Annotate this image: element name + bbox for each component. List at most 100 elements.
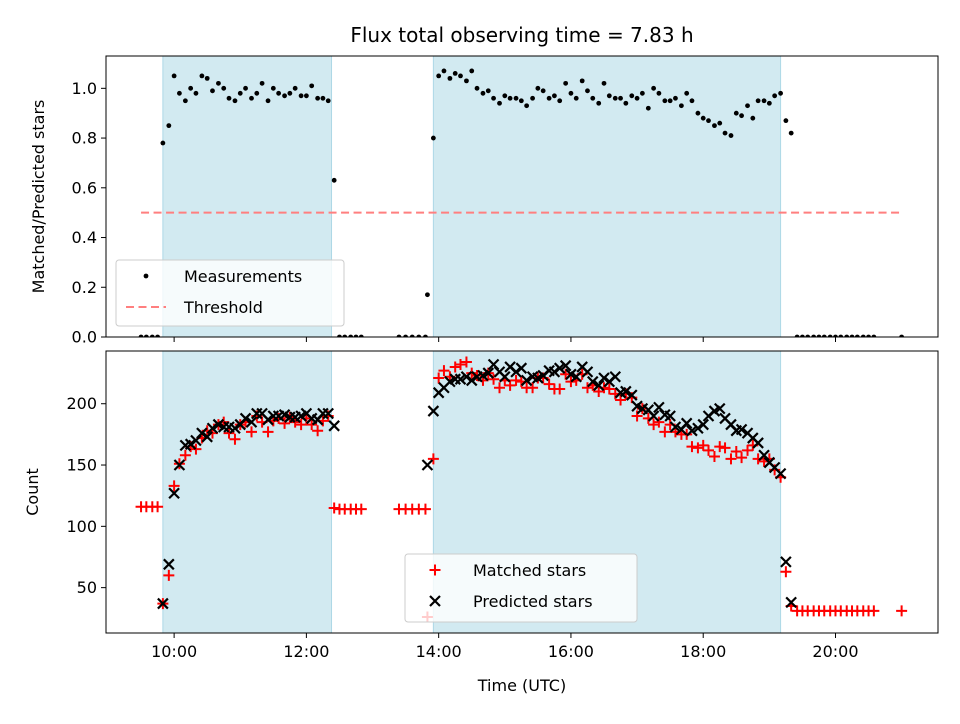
data-point [752,437,764,449]
plot-area [138,56,905,337]
data-point [342,334,348,337]
data-point [143,334,149,337]
panel-matched-predicted-ratio: 0.0 0.2 0.4 0.6 0.8 1.0 Matched/Predicted star… [29,55,939,347]
data-point [239,412,252,425]
data-point [703,444,715,456]
data-point [163,569,175,581]
data-point [730,446,742,458]
data-point [712,123,717,129]
data-point [692,422,704,435]
data-point [325,98,331,104]
data-point [816,334,822,337]
data-point [697,439,709,451]
data-point [612,95,618,101]
data-point [491,95,496,101]
data-point [689,98,695,104]
data-point [295,419,307,431]
x-tick-label: 14:00 [416,642,462,661]
data-point [761,98,767,104]
data-point [152,501,164,513]
data-point [678,103,684,109]
data-point [416,334,422,337]
data-point [447,75,453,81]
data-point [639,90,645,96]
y-axis-label: Count [23,468,42,516]
data-point [204,75,210,81]
data-point [871,334,877,337]
data-point [504,379,516,391]
data-point [695,110,701,116]
data-point [513,95,519,101]
data-point [480,90,486,96]
data-point [560,368,572,380]
data-point [559,359,572,372]
y-tick-label: 50 [77,578,97,597]
y-tick-label: 150 [66,456,97,475]
data-point [700,115,706,121]
data-point [494,382,506,394]
data-point [298,93,304,99]
data-point [838,334,844,337]
data-point [259,80,265,86]
data-point [265,98,271,104]
data-point [543,378,555,390]
legend-entry: Measurements [184,267,302,286]
data-point [833,334,838,337]
data-point [157,597,169,610]
data-point [686,424,698,437]
data-point [581,382,593,394]
data-point [201,431,213,443]
chart-title: Flux total observing time = 7.83 h [350,23,693,47]
data-point [163,558,175,571]
data-point [328,420,340,432]
data-point [579,78,585,84]
data-point [794,334,800,337]
data-point [563,80,569,86]
data-point [722,130,728,136]
data-point [190,443,202,455]
data-point [507,95,513,101]
data-point [821,334,827,337]
data-point [155,334,160,337]
data-point [358,334,364,337]
data-point [173,459,186,471]
data-point [499,370,511,383]
data-point [423,334,428,337]
x-axis-label: Time (UTC) [477,676,566,695]
data-point [854,334,860,337]
data-point [686,441,698,453]
data-point [221,85,227,91]
data-point [427,405,440,417]
legend-marker [429,564,441,576]
data-point [758,449,770,461]
data-point [355,503,367,515]
y-tick-label: 1.0 [72,79,97,98]
data-point [681,428,693,440]
data-point [647,410,660,422]
y-tick-label: 0.4 [72,228,97,247]
legend-marker [143,273,149,279]
data-point [573,95,579,101]
data-point [196,427,208,439]
data-point [322,407,334,420]
data-point [226,95,232,101]
data-point [750,115,756,121]
axes-frame [105,350,939,634]
data-point [811,334,817,337]
data-point [320,95,326,101]
data-point [245,416,258,428]
data-point [177,90,182,96]
data-point [866,334,871,337]
data-point [615,394,627,406]
data-point [653,416,665,428]
data-point [717,120,723,126]
y-tick-label: 0.8 [72,129,97,148]
data-point [199,73,205,79]
data-point [292,85,298,91]
data-point [223,427,235,439]
data-point [565,376,577,388]
y-tick-label: 0.0 [72,328,97,347]
data-point [229,422,241,435]
data-point [659,426,671,438]
data-point [697,418,709,431]
